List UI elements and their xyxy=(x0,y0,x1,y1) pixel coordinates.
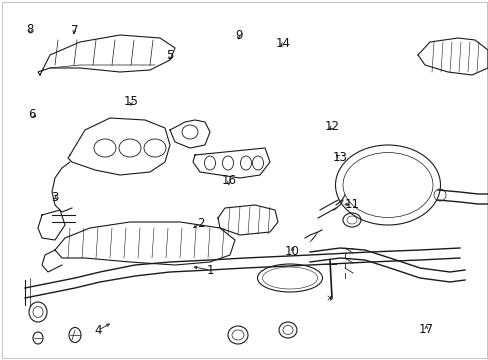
Text: 13: 13 xyxy=(332,151,346,164)
Text: 15: 15 xyxy=(123,95,138,108)
Text: 6: 6 xyxy=(28,108,36,121)
Text: 8: 8 xyxy=(26,23,34,36)
Text: 3: 3 xyxy=(51,191,59,204)
Text: 1: 1 xyxy=(206,264,214,276)
Text: 7: 7 xyxy=(70,24,78,37)
Text: 4: 4 xyxy=(94,324,102,337)
Text: 14: 14 xyxy=(276,37,290,50)
Text: 11: 11 xyxy=(344,198,359,211)
Text: 16: 16 xyxy=(221,174,236,187)
Text: 9: 9 xyxy=(234,29,242,42)
Text: 17: 17 xyxy=(418,323,433,336)
Text: 12: 12 xyxy=(325,120,339,133)
Text: 10: 10 xyxy=(285,245,299,258)
Text: 2: 2 xyxy=(196,217,204,230)
Text: 5: 5 xyxy=(166,49,174,62)
